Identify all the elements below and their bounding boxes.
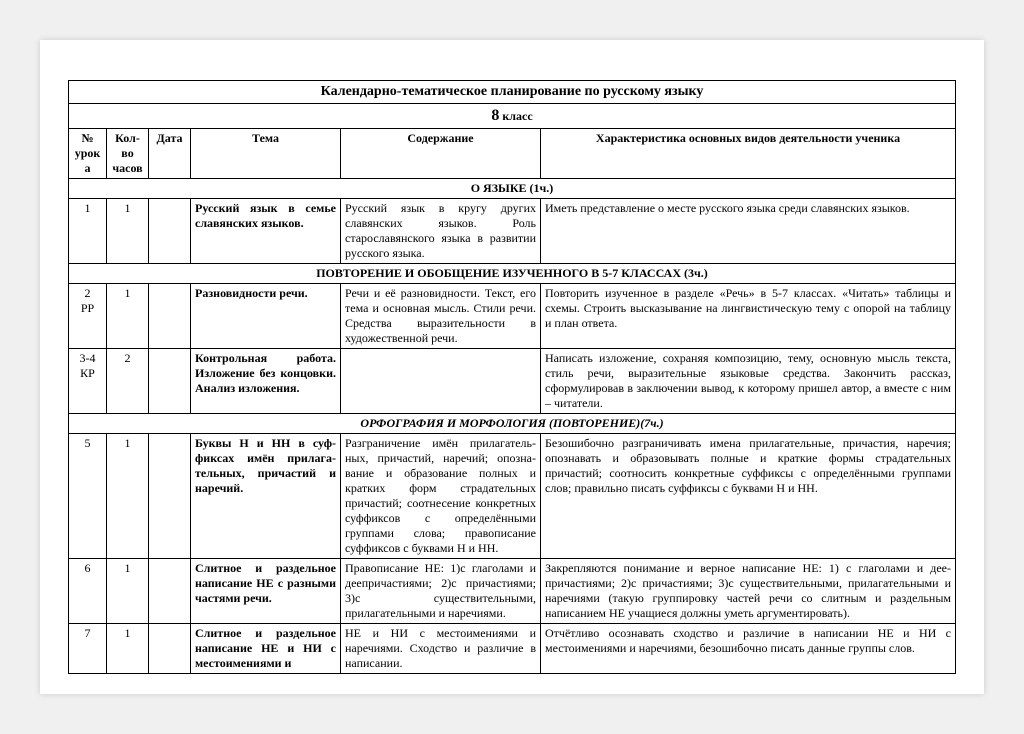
col-topic: Тема [191, 128, 341, 178]
header-row: № урока Кол-во часов Дата Тема Содержани… [69, 128, 956, 178]
subtitle-row: 8 класс [69, 103, 956, 128]
cell-date [149, 198, 191, 263]
section-row: О ЯЗЫКЕ (1ч.) [69, 178, 956, 198]
cell-hours: 1 [107, 283, 149, 348]
table-row: 6 1 Слитное и раздельное написание НЕ с … [69, 558, 956, 623]
col-hours: Кол-во часов [107, 128, 149, 178]
cell-num: 7 [69, 623, 107, 673]
col-activity: Характеристика основных видов деятельнос… [541, 128, 956, 178]
section-3: ОРФОГРАФИЯ И МОРФОЛОГИЯ (ПОВТОРЕНИЕ)(7ч.… [69, 413, 956, 433]
cell-content: Правописание НЕ: 1)с глаголами и дееприч… [341, 558, 541, 623]
cell-num: 2 РР [69, 283, 107, 348]
col-num: № урока [69, 128, 107, 178]
cell-hours: 2 [107, 348, 149, 413]
cell-activity: Повторить изученное в разделе «Речь» в 5… [541, 283, 956, 348]
cell-num: 3-4 КР [69, 348, 107, 413]
cell-hours: 1 [107, 558, 149, 623]
cell-num: 1 [69, 198, 107, 263]
cell-content [341, 348, 541, 413]
cell-num: 6 [69, 558, 107, 623]
col-content: Содержание [341, 128, 541, 178]
cell-hours: 1 [107, 433, 149, 558]
cell-activity: Иметь представление о месте русского язы… [541, 198, 956, 263]
title-main: Календарно-тематическое планирование по … [69, 81, 956, 104]
col-date: Дата [149, 128, 191, 178]
cell-topic: Буквы Н и НН в суф­фиксах имён прилага­т… [191, 433, 341, 558]
cell-date [149, 623, 191, 673]
cell-activity: Написать изложение, сохраняя композицию,… [541, 348, 956, 413]
planning-table: Календарно-тематическое планирование по … [68, 80, 956, 674]
table-row: 1 1 Русский язык в семье славянских язык… [69, 198, 956, 263]
cell-date [149, 433, 191, 558]
document-page: Календарно-тематическое планирование по … [40, 40, 984, 694]
cell-content: Разграничение имён прилагатель­ных, прич… [341, 433, 541, 558]
cell-activity: Закрепляются понимание и верное написани… [541, 558, 956, 623]
cell-content: НЕ и НИ с местоимениями и наречиями. Схо… [341, 623, 541, 673]
table-row: 3-4 КР 2 Контрольная работа. Изложение б… [69, 348, 956, 413]
table-row: 5 1 Буквы Н и НН в суф­фиксах имён прила… [69, 433, 956, 558]
cell-date [149, 283, 191, 348]
cell-topic: Контрольная работа. Изложение без концов… [191, 348, 341, 413]
section-2: ПОВТОРЕНИЕ И ОБОБЩЕНИЕ ИЗУЧЕННОГО В 5-7 … [69, 263, 956, 283]
grade-word: класс [502, 109, 532, 123]
section-row: ПОВТОРЕНИЕ И ОБОБЩЕНИЕ ИЗУЧЕННОГО В 5-7 … [69, 263, 956, 283]
cell-activity: Отчётливо осознавать сходство и различие… [541, 623, 956, 673]
cell-activity: Безошибочно разграничивать имена прилага… [541, 433, 956, 558]
cell-topic: Слитное и раздельное написание НЕ с разн… [191, 558, 341, 623]
cell-content: Русский язык в кругу других славянских я… [341, 198, 541, 263]
cell-hours: 1 [107, 198, 149, 263]
cell-topic: Русский язык в семье славянских языков. [191, 198, 341, 263]
section-row: ОРФОГРАФИЯ И МОРФОЛОГИЯ (ПОВТОРЕНИЕ)(7ч.… [69, 413, 956, 433]
title-sub: 8 класс [69, 103, 956, 128]
table-row: 7 1 Слитное и раздельное написание НЕ и … [69, 623, 956, 673]
section-1: О ЯЗЫКЕ (1ч.) [69, 178, 956, 198]
cell-topic: Разновидности речи. [191, 283, 341, 348]
cell-topic: Слитное и раздельное написание НЕ и НИ с… [191, 623, 341, 673]
cell-date [149, 558, 191, 623]
grade-number: 8 [491, 107, 499, 124]
cell-date [149, 348, 191, 413]
table-row: 2 РР 1 Разновидности речи. Речи и её раз… [69, 283, 956, 348]
cell-num: 5 [69, 433, 107, 558]
cell-hours: 1 [107, 623, 149, 673]
title-row: Календарно-тематическое планирование по … [69, 81, 956, 104]
cell-content: Речи и её разновидности. Текст, его тема… [341, 283, 541, 348]
